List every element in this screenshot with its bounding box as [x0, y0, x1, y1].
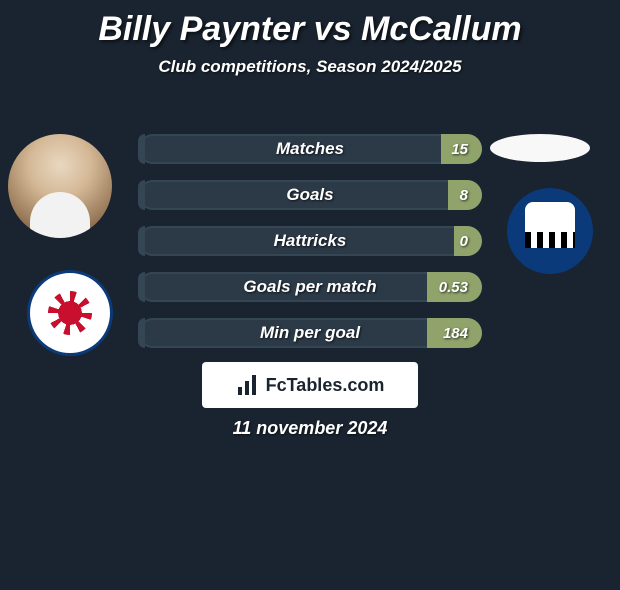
- bar-label: Hattricks: [138, 226, 482, 256]
- bar-matches: Matches 15: [138, 134, 482, 164]
- comparison-bars: Matches 15 Goals 8 Hattricks 0 Goals per…: [138, 134, 482, 364]
- bar-value-right: 0.53: [439, 272, 468, 302]
- club-crest-right: [500, 188, 600, 274]
- bar-min-per-goal: Min per goal 184: [138, 318, 482, 348]
- bar-value-right: 0: [460, 226, 468, 256]
- page-subtitle: Club competitions, Season 2024/2025: [0, 57, 620, 77]
- brand-text: FcTables.com: [266, 375, 385, 396]
- club-crest-left: [20, 270, 120, 356]
- player-right-avatar: [490, 134, 590, 162]
- eastleigh-crest-icon: [507, 188, 593, 274]
- page-title: Billy Paynter vs McCallum: [0, 10, 620, 49]
- hartlepool-crest-icon: [27, 270, 113, 356]
- comparison-card: Billy Paynter vs McCallum Club competiti…: [0, 10, 620, 590]
- bar-goals-per-match: Goals per match 0.53: [138, 272, 482, 302]
- bar-label: Goals: [138, 180, 482, 210]
- bar-label: Min per goal: [138, 318, 482, 348]
- bar-value-right: 15: [451, 134, 468, 164]
- bar-label: Goals per match: [138, 272, 482, 302]
- date-label: 11 november 2024: [0, 418, 620, 439]
- bar-hattricks: Hattricks 0: [138, 226, 482, 256]
- bar-goals: Goals 8: [138, 180, 482, 210]
- bar-chart-icon: [236, 375, 260, 395]
- brand-badge: FcTables.com: [202, 362, 418, 408]
- bar-label: Matches: [138, 134, 482, 164]
- bar-value-right: 184: [443, 318, 468, 348]
- player-left-avatar: [8, 134, 112, 238]
- bar-value-right: 8: [460, 180, 468, 210]
